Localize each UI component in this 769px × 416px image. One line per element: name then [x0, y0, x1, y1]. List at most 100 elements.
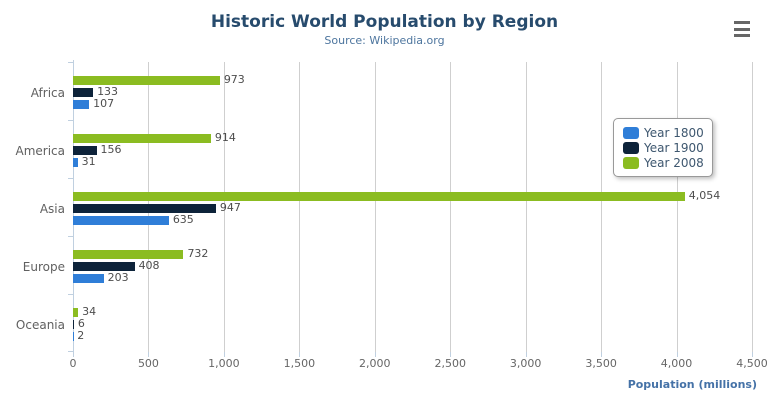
bar-asia-year-1800[interactable] — [73, 215, 169, 225]
bar-line: 4,054 — [73, 189, 757, 202]
x-axis-tick — [450, 352, 452, 357]
gridline — [374, 62, 376, 352]
x-axis-tick — [752, 352, 753, 357]
bar-europe-year-1900[interactable] — [73, 261, 135, 271]
data-label: 6 — [77, 317, 85, 330]
x-axis-title: Population (millions) — [627, 378, 757, 391]
bar-europe-year-1800[interactable] — [73, 273, 104, 283]
bar-africa-year-1800[interactable] — [73, 99, 90, 109]
chart-title: Historic World Population by Region — [210, 12, 559, 32]
gridline — [752, 62, 753, 352]
bar-america-year-1900[interactable] — [73, 145, 97, 155]
gridline — [525, 62, 527, 352]
data-label: 133 — [97, 85, 119, 98]
category-axis-tick — [68, 236, 73, 237]
bar-asia-year-1900[interactable] — [73, 203, 216, 213]
chart-subtitle: Source: Wikipedia.org — [324, 34, 445, 47]
legend-label: Year 1900 — [644, 140, 704, 155]
legend-swatch-icon — [623, 156, 639, 169]
x-axis-tick-label: 0 — [69, 357, 77, 370]
x-axis-tick — [676, 352, 678, 357]
gridline — [450, 62, 452, 352]
hamburger-icon — [734, 21, 750, 24]
bar-line: 408 — [73, 259, 757, 272]
data-label: 947 — [219, 201, 241, 214]
data-label: 973 — [223, 73, 245, 86]
legend-swatch-icon — [623, 141, 639, 154]
x-axis-tick — [73, 352, 74, 357]
bar-line: 914 — [73, 131, 757, 144]
category-label-oceania: Oceania — [15, 318, 65, 332]
bar-line: 34 — [73, 305, 757, 318]
legend-item-year-1900[interactable]: Year 1900 — [623, 140, 704, 155]
x-axis-tick-label: 1,500 — [283, 357, 316, 370]
bar-america-year-1800[interactable] — [73, 157, 78, 167]
category-label-africa: Africa — [30, 86, 65, 100]
export-menu-button[interactable] — [732, 20, 752, 38]
category-axis-tick — [68, 120, 73, 121]
hamburger-icon — [734, 34, 750, 37]
x-axis-tick — [601, 352, 603, 357]
x-axis-tick — [223, 352, 225, 357]
data-label: 31 — [81, 155, 96, 168]
x-axis-tick — [148, 352, 150, 357]
category-row: 914 156 31 — [73, 120, 757, 178]
bar-line: 203 — [73, 271, 757, 284]
bar-line: 31 — [73, 155, 757, 168]
x-axis-tick-label: 2,000 — [359, 357, 391, 370]
data-label: 4,054 — [688, 189, 721, 202]
bar-group: 914 156 31 — [73, 131, 757, 169]
category-axis-tick — [68, 294, 73, 295]
x-axis-tick — [525, 352, 527, 357]
data-label: 732 — [187, 247, 209, 260]
gridline — [299, 62, 301, 352]
bar-group: 973 133 107 — [73, 73, 757, 111]
x-axis-tick — [374, 352, 376, 357]
bar-line: 947 — [73, 201, 757, 214]
data-label: 107 — [93, 97, 115, 110]
gridline — [223, 62, 225, 352]
x-axis-tick-label: 4,000 — [660, 357, 693, 370]
category-label-asia: Asia — [39, 202, 65, 216]
bar-oceania-year-1900[interactable] — [73, 319, 74, 329]
x-axis-tick-label: 2,500 — [434, 357, 466, 370]
category-row: 34 6 2 — [73, 294, 757, 352]
x-axis-tick-label: 3,000 — [509, 357, 542, 370]
legend-item-year-2008[interactable]: Year 2008 — [623, 155, 704, 170]
data-label: 34 — [82, 305, 97, 318]
bar-europe-year-2008[interactable] — [73, 249, 184, 259]
bar-america-year-2008[interactable] — [73, 133, 211, 143]
data-label: 914 — [214, 131, 236, 144]
legend: Year 1800 Year 1900 Year 2008 — [613, 118, 713, 177]
bar-oceania-year-2008[interactable] — [73, 307, 79, 317]
bar-africa-year-2008[interactable] — [73, 75, 220, 85]
category-row: 732 408 203 — [73, 236, 757, 294]
gridline — [601, 62, 603, 352]
plot-area: 973 133 107 914 156 31 4,054 947 635 732 408 203 34 6… — [68, 60, 757, 357]
legend-swatch-icon — [623, 126, 639, 139]
x-axis-tick-label: 1,000 — [208, 357, 240, 370]
data-label: 408 — [138, 259, 160, 272]
bar-line: 973 — [73, 73, 757, 86]
bar-asia-year-2008[interactable] — [73, 191, 685, 201]
data-label: 2 — [77, 329, 85, 342]
bar-line: 133 — [73, 85, 757, 98]
category-axis-tick — [68, 178, 73, 179]
x-axis-tick-label: 4,500 — [736, 357, 768, 370]
category-axis-tick — [68, 62, 73, 63]
bar-line: 107 — [73, 97, 757, 110]
bar-africa-year-1900[interactable] — [73, 87, 94, 97]
data-label: 203 — [107, 271, 129, 284]
category-label-america: America — [15, 144, 66, 158]
x-axis-tick-label: 3,500 — [585, 357, 617, 370]
category-row: 973 133 107 — [73, 62, 757, 120]
bar-line: 732 — [73, 247, 757, 260]
legend-item-year-1800[interactable]: Year 1800 — [623, 125, 704, 140]
bar-line: 6 — [73, 317, 757, 330]
category-row: 4,054 947 635 — [73, 178, 757, 236]
bar-group: 732 408 203 — [73, 247, 757, 285]
bar-group: 34 6 2 — [73, 305, 757, 343]
bar-line: 156 — [73, 144, 757, 155]
x-axis-tick-label: 500 — [137, 357, 159, 370]
